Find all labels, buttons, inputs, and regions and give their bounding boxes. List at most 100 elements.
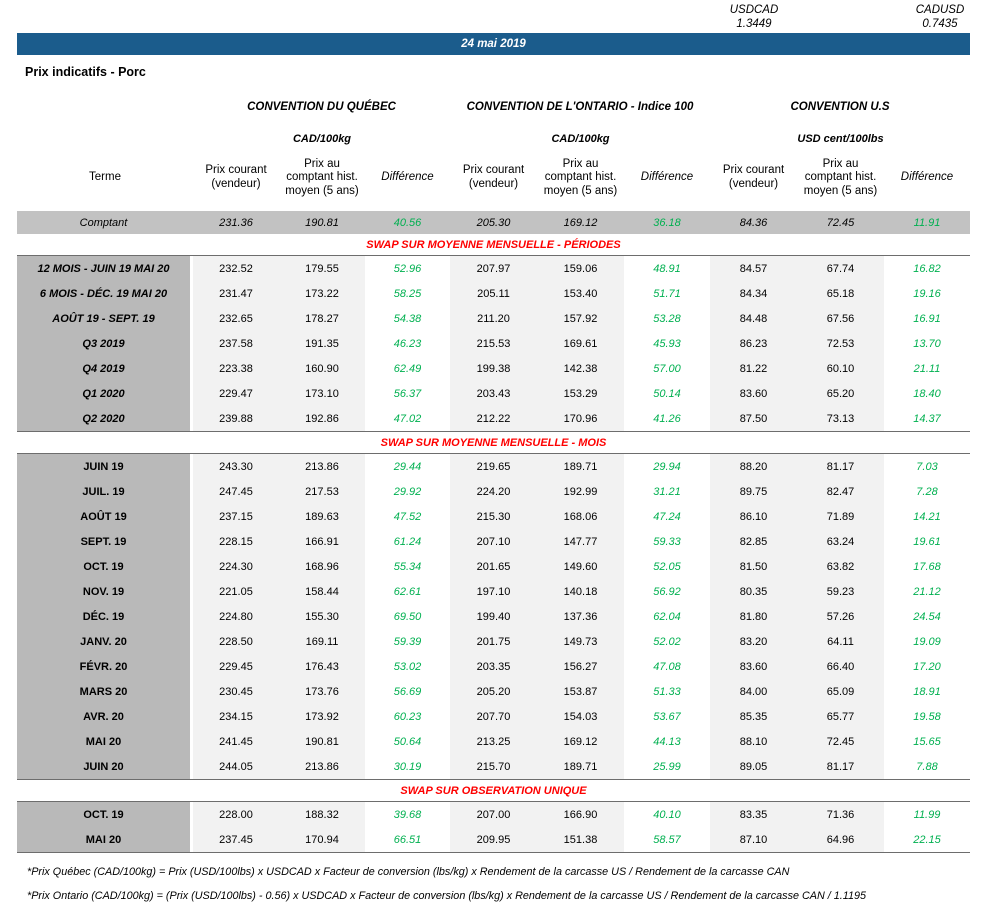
term-cell: SEPT. 19 — [17, 529, 193, 554]
difference-cell: 47.08 — [624, 654, 710, 679]
term-cell: Q2 2020 — [17, 406, 193, 431]
section-title-periodes: SWAP SUR MOYENNE MENSUELLE - PÉRIODES — [366, 239, 621, 251]
price-cell: 168.06 — [537, 504, 624, 529]
difference-cell: 47.52 — [365, 504, 450, 529]
price-cell: 153.40 — [537, 281, 624, 306]
table-row: AVR. 20 234.15 173.92 60.23 207.70 154.03 53.6… — [17, 704, 970, 729]
table-row: AOÛT 19 - SEPT. 19 232.65 178.27 54.38 211.2… — [17, 306, 970, 331]
price-cell: 67.74 — [797, 256, 884, 281]
price-cell: 199.40 — [450, 604, 537, 629]
price-cell: 170.96 — [537, 406, 624, 431]
price-cell: 212.22 — [450, 406, 537, 431]
table-row: OCT. 19 224.30 168.96 55.34 201.65 149.60 52.0… — [17, 554, 970, 579]
section-title-observation-unique: SWAP SUR OBSERVATION UNIQUE — [400, 785, 587, 797]
price-cell: 217.53 — [279, 479, 365, 504]
difference-cell: 14.21 — [884, 504, 970, 529]
price-cell: 84.36 — [710, 211, 797, 234]
price-cell: 155.30 — [279, 604, 365, 629]
group-title-us: CONVENTION U.S — [790, 101, 890, 113]
price-cell: 173.10 — [279, 381, 365, 406]
price-cell: 173.22 — [279, 281, 365, 306]
difference-cell: 62.04 — [624, 604, 710, 629]
price-cell: 237.58 — [193, 331, 279, 356]
difference-cell: 51.33 — [624, 679, 710, 704]
fx-quotes: USDCAD 1.3449 CADUSD 0.7435 — [0, 0, 987, 33]
price-cell: 166.91 — [279, 529, 365, 554]
unit-label-ontario: CAD/100kg — [551, 133, 610, 145]
difference-cell: 52.05 — [624, 554, 710, 579]
difference-cell: 30.19 — [365, 754, 450, 779]
price-cell: 84.57 — [710, 256, 797, 281]
price-cell: 169.12 — [537, 729, 624, 754]
difference-cell: 41.26 — [624, 406, 710, 431]
term-cell: 6 MOIS - DÉC. 19 MAI 20 — [17, 281, 193, 306]
price-cell: 230.45 — [193, 679, 279, 704]
price-cell: 237.15 — [193, 504, 279, 529]
price-cell: 73.13 — [797, 406, 884, 431]
price-cell: 153.87 — [537, 679, 624, 704]
price-cell: 67.56 — [797, 306, 884, 331]
difference-cell: 57.00 — [624, 356, 710, 381]
price-cell: 247.45 — [193, 479, 279, 504]
col-header-difference: Différence — [381, 171, 434, 184]
price-cell: 87.10 — [710, 827, 797, 852]
price-cell: 88.10 — [710, 729, 797, 754]
table-row: MAI 20 237.45 170.94 66.51 209.95 151.38 58.57… — [17, 827, 970, 852]
price-cell: 59.23 — [797, 579, 884, 604]
col-header-difference: Différence — [640, 171, 694, 184]
price-cell: 81.17 — [797, 454, 884, 479]
table-row: AOÛT 19 237.15 189.63 47.52 215.30 168.06 47.2… — [17, 504, 970, 529]
comptant-row: Comptant 231.36 190.81 40.56 205.30 169.… — [17, 211, 970, 234]
price-cell: 224.30 — [193, 554, 279, 579]
price-cell: 213.25 — [450, 729, 537, 754]
price-cell: 215.70 — [450, 754, 537, 779]
difference-cell: 13.70 — [884, 331, 970, 356]
price-cell: 213.86 — [279, 454, 365, 479]
price-cell: 224.20 — [450, 479, 537, 504]
price-cell: 65.09 — [797, 679, 884, 704]
price-cell: 188.32 — [279, 802, 365, 827]
price-cell: 241.45 — [193, 729, 279, 754]
difference-cell: 19.09 — [884, 629, 970, 654]
term-cell: OCT. 19 — [17, 802, 193, 827]
price-cell: 160.90 — [279, 356, 365, 381]
difference-cell: 25.99 — [624, 754, 710, 779]
table-row: NOV. 19 221.05 158.44 62.61 197.10 140.18 56.9… — [17, 579, 970, 604]
price-cell: 169.12 — [537, 211, 624, 234]
price-cell: 72.45 — [797, 211, 884, 234]
difference-cell: 18.40 — [884, 381, 970, 406]
difference-cell: 53.67 — [624, 704, 710, 729]
difference-cell: 24.54 — [884, 604, 970, 629]
table-row: Q3 2019 237.58 191.35 46.23 215.53 169.61 45.9… — [17, 331, 970, 356]
price-cell: 89.75 — [710, 479, 797, 504]
difference-cell: 62.49 — [365, 356, 450, 381]
price-cell: 142.38 — [537, 356, 624, 381]
difference-cell: 19.61 — [884, 529, 970, 554]
price-cell: 87.50 — [710, 406, 797, 431]
group-title-quebec: CONVENTION DU QUÉBEC — [247, 101, 396, 113]
price-cell: 232.65 — [193, 306, 279, 331]
price-cell: 169.11 — [279, 629, 365, 654]
table-row: 6 MOIS - DÉC. 19 MAI 20 231.47 173.22 58.25… — [17, 281, 970, 306]
terme-header: Terme — [89, 171, 121, 184]
term-cell: JUIL. 19 — [17, 479, 193, 504]
price-cell: 71.36 — [797, 802, 884, 827]
usdcad-quote: USDCAD 1.3449 — [714, 3, 794, 32]
price-cell: 231.47 — [193, 281, 279, 306]
price-cell: 83.20 — [710, 629, 797, 654]
section-block-mois: JUIN 19 243.30 213.86 29.44 219.65 189.71 29.9… — [17, 453, 970, 780]
price-cell: 169.61 — [537, 331, 624, 356]
table-row: Q1 2020 229.47 173.10 56.37 203.43 153.29 50.1… — [17, 381, 970, 406]
price-cell: 191.35 — [279, 331, 365, 356]
price-cell: 237.45 — [193, 827, 279, 852]
price-cell: 192.99 — [537, 479, 624, 504]
price-cell: 66.40 — [797, 654, 884, 679]
price-cell: 205.11 — [450, 281, 537, 306]
difference-cell: 47.02 — [365, 406, 450, 431]
difference-cell: 56.92 — [624, 579, 710, 604]
difference-cell: 60.23 — [365, 704, 450, 729]
price-cell: 88.20 — [710, 454, 797, 479]
price-cell: 65.20 — [797, 381, 884, 406]
difference-cell: 39.68 — [365, 802, 450, 827]
price-cell: 231.36 — [193, 211, 279, 234]
